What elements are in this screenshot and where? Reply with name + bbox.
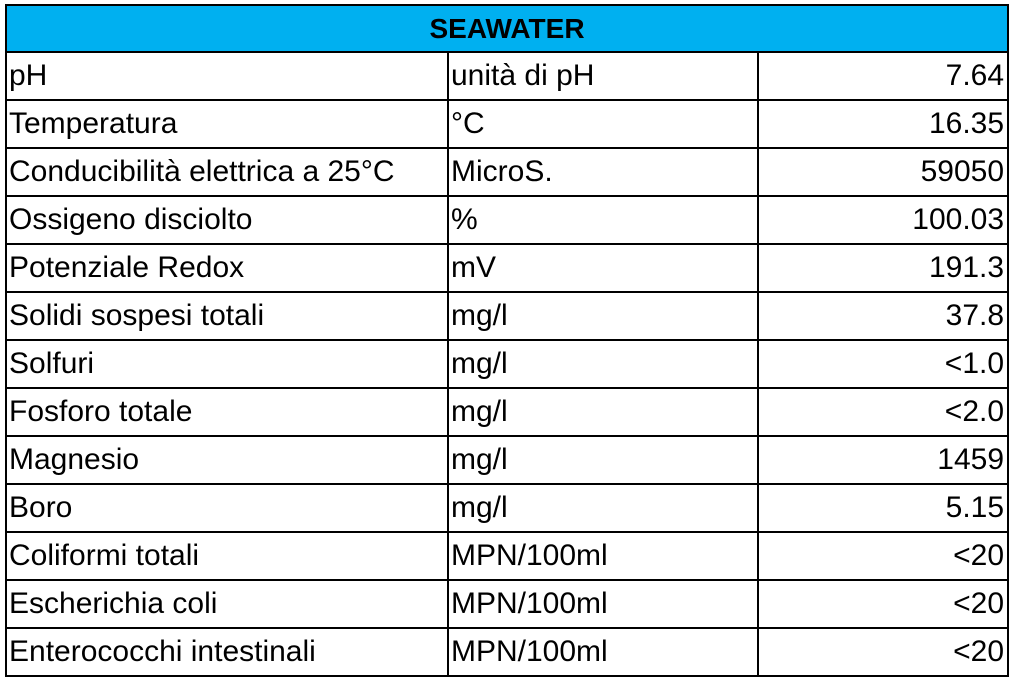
table-row: Temperatura °C 16.35 xyxy=(5,99,1010,149)
parameter-cell: Conducibilità elettrica a 25°C xyxy=(5,147,449,197)
value-cell: 16.35 xyxy=(756,99,1010,149)
value-cell: <20 xyxy=(756,531,1010,581)
unit-cell: % xyxy=(447,195,759,245)
parameter-cell: Solfuri xyxy=(5,339,449,389)
title-row: SEAWATER xyxy=(4,4,1010,53)
value-cell: 100.03 xyxy=(756,195,1010,245)
parameter-cell: Coliformi totali xyxy=(5,531,449,581)
table-row: Fosforo totale mg/l <2.0 xyxy=(5,387,1010,437)
unit-cell: MPN/100ml xyxy=(447,627,759,677)
table-row: Boro mg/l 5.15 xyxy=(5,483,1010,533)
table-row: Enterococchi intestinali MPN/100ml <20 xyxy=(5,627,1010,677)
parameter-cell: Enterococchi intestinali xyxy=(5,627,449,677)
parameter-cell: Magnesio xyxy=(5,435,449,485)
value-cell: <2.0 xyxy=(756,387,1010,437)
unit-cell: MicroS. xyxy=(447,147,759,197)
table-row: pH unità di pH 7.64 xyxy=(5,51,1010,101)
parameter-cell: Boro xyxy=(5,483,449,533)
value-cell: 37.8 xyxy=(756,291,1010,341)
parameter-cell: Temperatura xyxy=(5,99,449,149)
parameter-cell: Potenziale Redox xyxy=(5,243,449,293)
value-cell: <20 xyxy=(756,627,1010,677)
unit-cell: MPN/100ml xyxy=(447,531,759,581)
unit-cell: mg/l xyxy=(447,339,759,389)
parameter-cell: Solidi sospesi totali xyxy=(5,291,449,341)
unit-cell: MPN/100ml xyxy=(447,579,759,629)
table-row: Coliformi totali MPN/100ml <20 xyxy=(5,531,1010,581)
unit-cell: mg/l xyxy=(447,291,759,341)
value-cell: 1459 xyxy=(756,435,1010,485)
table-body: pH unità di pH 7.64 Temperatura °C 16.35 Condu… xyxy=(5,51,1010,677)
value-cell: 191.3 xyxy=(756,243,1010,293)
table-row: Ossigeno disciolto% 100.03 xyxy=(5,195,1010,245)
table-row: Solfuri mg/l <1.0 xyxy=(5,339,1010,389)
unit-cell: °C xyxy=(447,99,759,149)
parameter-cell: Escherichia coli xyxy=(5,579,449,629)
table-row: Potenziale Redox mV 191.3 xyxy=(5,243,1010,293)
table-row: Solidi sospesi totali mg/l 37.8 xyxy=(5,291,1010,341)
parameter-cell: pH xyxy=(5,51,449,101)
value-cell: <20 xyxy=(756,579,1010,629)
value-cell: 5.15 xyxy=(756,483,1010,533)
table-row: Escherichia coli MPN/100ml <20 xyxy=(5,579,1010,629)
table-title: SEAWATER xyxy=(4,4,1010,53)
seawater-table: SEAWATER pH unità di pH 7.64 Temperatura °C 1… xyxy=(4,4,1010,677)
seawater-table-container: SEAWATER pH unità di pH 7.64 Temperatura °C 1… xyxy=(4,4,1010,677)
value-cell: 59050 xyxy=(756,147,1010,197)
unit-cell: mV xyxy=(447,243,759,293)
value-cell: 7.64 xyxy=(756,51,1010,101)
parameter-cell: Ossigeno disciolto xyxy=(5,195,449,245)
table-row: Conducibilità elettrica a 25°C MicroS. 590… xyxy=(5,147,1010,197)
unit-cell: mg/l xyxy=(447,435,759,485)
unit-cell: mg/l xyxy=(447,387,759,437)
unit-cell: unità di pH xyxy=(447,51,759,101)
unit-cell: mg/l xyxy=(447,483,759,533)
parameter-cell: Fosforo totale xyxy=(5,387,449,437)
table-row: Magnesio mg/l 1459 xyxy=(5,435,1010,485)
value-cell: <1.0 xyxy=(756,339,1010,389)
